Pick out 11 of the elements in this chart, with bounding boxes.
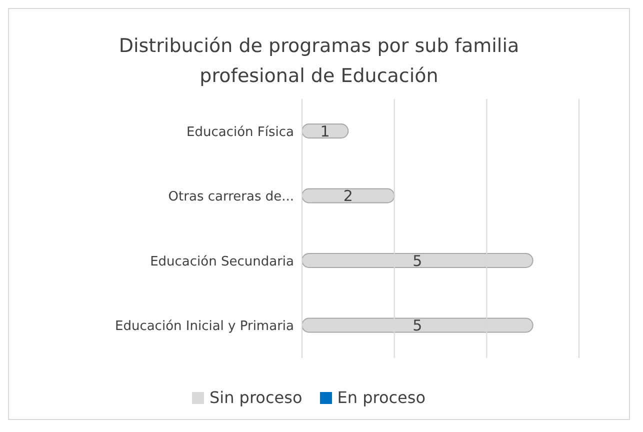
data-label: 5 xyxy=(412,316,422,335)
y-tick-label: Educación Inicial y Primaria xyxy=(114,319,294,334)
y-tick-label: Otras carreras de... xyxy=(168,190,294,205)
legend-label: Sin proceso xyxy=(208,388,302,407)
data-label: 2 xyxy=(343,187,353,206)
data-label: 1 xyxy=(320,122,330,140)
y-tick-label: Educación Secundaria xyxy=(150,254,294,270)
legend-label: En proceso xyxy=(336,388,426,407)
chart-title: Distribución de programas por sub familia profesional de Educación xyxy=(118,34,520,89)
data-label: 5 xyxy=(412,252,422,270)
y-tick-label: Educación Física xyxy=(186,124,294,140)
